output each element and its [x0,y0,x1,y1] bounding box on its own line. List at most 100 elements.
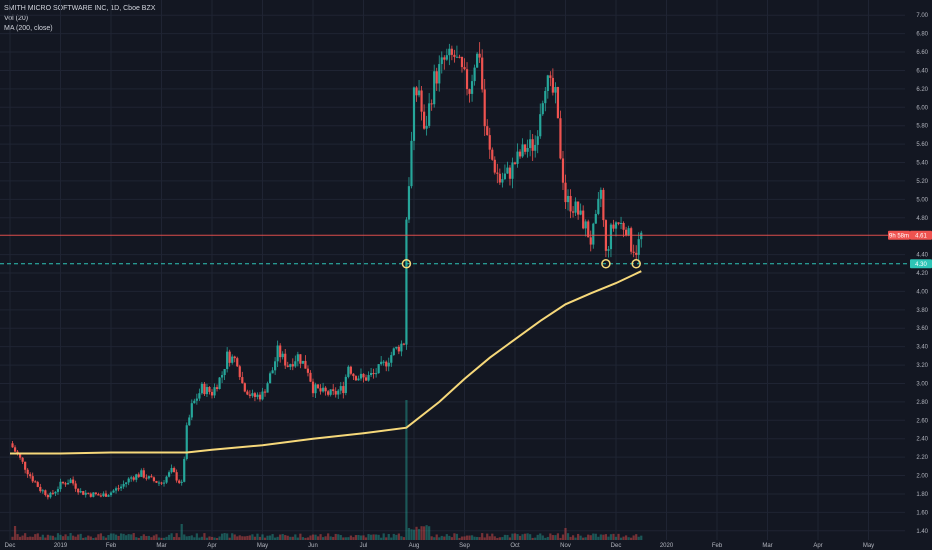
volume-bar [21,535,24,540]
volume-bar [137,537,140,540]
volume-bar [561,534,565,540]
volume-bar [268,535,272,540]
candle-body [294,361,297,367]
volume-bar [13,526,17,540]
price-axis[interactable]: 1.40 1.60 1.80 2.00 2.20 2.40 2.60 2.80 3.00 3.20… [916,13,928,535]
grid-lines [0,0,905,540]
volume-bar [640,535,643,540]
volume-bar [49,535,52,540]
candle-body [473,67,476,82]
volume-bar [486,533,489,540]
volume-bar [289,536,292,540]
candle-body [231,356,234,363]
volume-bar [440,535,443,540]
candle-body [122,483,125,487]
volume-bar [443,536,446,540]
candle-body [94,492,97,495]
candle-body [34,481,37,483]
candle-body [178,480,181,483]
candle-body [306,368,310,373]
volume-bar [82,537,85,540]
ma-200-line [10,270,642,455]
candle-body [51,492,55,494]
candle-body [79,491,82,493]
candle-body [506,167,509,174]
candle-body [407,186,411,220]
volume-bar [120,533,123,540]
volume-bar [602,534,605,540]
volume-bar [367,534,370,540]
candle-body [82,491,85,495]
volume-bar [463,536,466,540]
volume-bar [324,536,327,540]
candle-body [274,361,277,371]
volume-bar [147,535,150,540]
volume-bar [481,533,484,540]
volume-bar [258,536,262,540]
volume-bar [208,536,211,540]
volume-bar [97,534,100,540]
volume-bar [61,536,65,540]
candle-body [443,57,446,60]
y-tick-label: 6.40 [916,68,928,74]
candle-body [155,480,158,483]
volume-bar [405,400,408,540]
volume-bar [402,537,405,540]
volume-bar [448,535,451,540]
volume-bar [627,537,630,540]
volume-bar [397,533,400,540]
volume-bar [380,537,383,540]
volume-bar [309,535,312,540]
candle-body [112,490,115,493]
volume-bar [162,537,166,540]
candle-body [513,162,517,164]
candle-body [132,477,135,480]
volume-bar [614,536,618,540]
last-price-badge-bg [910,230,932,240]
candle-body [347,366,350,377]
candle-body [501,179,504,183]
volume-bar [173,536,176,540]
candle-body [54,491,57,494]
candle-body [324,387,327,392]
volume-bar [566,533,570,540]
y-tick-label: 1.40 [916,529,928,535]
y-tick-label: 1.60 [916,510,928,516]
candle-body [72,479,75,484]
candle-body [31,476,34,482]
volume-bar [41,534,44,540]
candle-body [478,53,481,58]
y-tick-label: 6.80 [916,32,928,38]
volume-bar [274,537,277,540]
x-tick-label: Feb [712,543,723,549]
candle-body [357,378,360,381]
candle-body [309,372,312,382]
candle-body [314,384,317,394]
candle-body [445,55,448,60]
y-tick-label: 3.80 [916,308,928,314]
candle-body [276,345,279,362]
candle-body [97,494,100,496]
volume-bar [19,536,22,540]
volume-bar [496,537,499,540]
candle-body [316,384,320,389]
y-tick-label: 2.40 [916,437,928,443]
volume-bar [453,533,456,540]
candle-body [337,390,340,395]
candle-body [44,490,47,496]
volume-bar [276,536,279,540]
volume-bar [430,536,433,540]
volume-bar [210,536,214,540]
volume-bar [66,536,70,540]
volume-bar [423,526,426,540]
candle-body [173,468,176,473]
candle-body [223,368,226,376]
candle-body [465,69,469,90]
candle-body [322,387,325,392]
support-touch-markers [401,259,641,269]
candle-body [440,57,443,65]
time-axis[interactable]: Dec 2019 Feb Mar Apr May Jun Jul Aug Sep Oct Nov Dec… [5,543,875,549]
candle-body [236,358,239,367]
candle-body [529,139,532,149]
